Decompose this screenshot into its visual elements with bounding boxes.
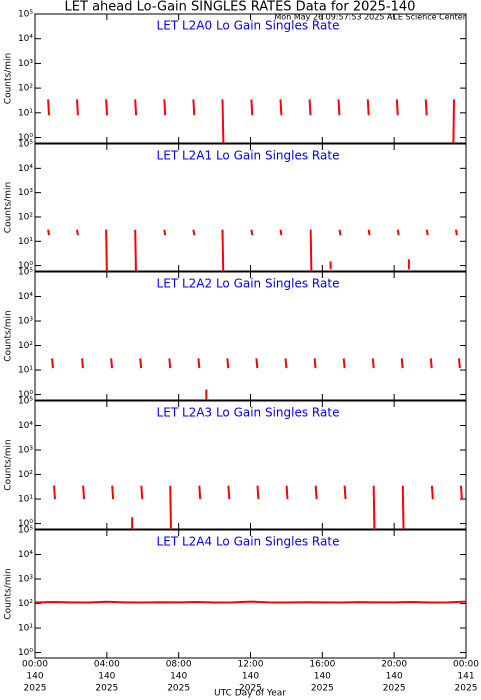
panel-title: LET L2A1 Lo Gain Singles Rate bbox=[157, 149, 340, 163]
x-tick-label: 140 bbox=[98, 672, 115, 682]
y-tick-label: 10⁴ bbox=[18, 164, 33, 174]
x-tick-label: 2025 bbox=[95, 684, 118, 694]
y-axis-label: Counts/min bbox=[4, 568, 14, 619]
y-tick-label: 10⁰ bbox=[18, 390, 33, 400]
x-tick-label: 00:00 bbox=[453, 660, 479, 670]
x-tick-label: 140 bbox=[242, 672, 259, 682]
data-line bbox=[53, 485, 463, 530]
y-tick-label: 10⁵ bbox=[18, 397, 33, 407]
y-tick-label: 10⁵ bbox=[18, 140, 33, 150]
panel-frame bbox=[34, 400, 467, 530]
y-tick-label: 10⁰ bbox=[18, 133, 33, 143]
panel-title: LET L2A0 Lo Gain Singles Rate bbox=[157, 19, 340, 33]
x-tick-label: 140 bbox=[314, 672, 331, 682]
x-tick-label: 140 bbox=[170, 672, 187, 682]
y-tick-label: 10³ bbox=[18, 59, 33, 69]
y-tick-label: 10¹ bbox=[18, 366, 33, 376]
y-tick-label: 10³ bbox=[18, 575, 33, 585]
y-axis-label: Counts/min bbox=[4, 439, 14, 490]
data-line bbox=[47, 229, 458, 272]
x-tick-label: 12:00 bbox=[238, 660, 264, 670]
y-axis-label: Counts/min bbox=[4, 182, 14, 233]
x-tick-label: 140 bbox=[386, 672, 403, 682]
y-tick-label: 10³ bbox=[18, 188, 33, 198]
x-tick-label: 2025 bbox=[455, 684, 478, 694]
y-axis-label: Counts/min bbox=[4, 310, 14, 361]
x-axis-label: UTC Day of Year bbox=[214, 689, 286, 699]
x-tick-label: 141 bbox=[457, 672, 474, 682]
data-line bbox=[51, 358, 461, 400]
panel-frame bbox=[34, 13, 467, 144]
x-tick-label: 00:00 bbox=[22, 660, 48, 670]
x-tick-label: 2025 bbox=[383, 684, 406, 694]
data-line bbox=[47, 99, 455, 144]
y-tick-label: 10⁵ bbox=[18, 526, 33, 536]
x-tick-label: 04:00 bbox=[94, 660, 120, 670]
data-line bbox=[34, 600, 467, 604]
panel-title: LET L2A3 Lo Gain Singles Rate bbox=[157, 406, 340, 420]
y-tick-label: 10² bbox=[18, 84, 33, 94]
x-tick-label: 08:00 bbox=[166, 660, 192, 670]
y-tick-label: 10⁰ bbox=[18, 648, 33, 658]
y-tick-label: 10⁰ bbox=[18, 519, 33, 529]
y-tick-label: 10⁴ bbox=[18, 292, 33, 302]
chart-title: LET ahead Lo-Gain SINGLES RATES Data for… bbox=[65, 0, 416, 15]
y-tick-label: 10³ bbox=[18, 317, 33, 327]
x-tick-label: 140 bbox=[26, 672, 43, 682]
x-tick-label: 2025 bbox=[167, 684, 190, 694]
y-tick-label: 10⁴ bbox=[18, 550, 33, 560]
y-axis-label: Counts/min bbox=[4, 53, 14, 104]
y-tick-label: 10¹ bbox=[18, 624, 33, 634]
y-tick-label: 10³ bbox=[18, 446, 33, 456]
panel-frame bbox=[34, 529, 467, 659]
panel-frame bbox=[34, 271, 467, 401]
y-tick-label: 10⁴ bbox=[18, 34, 33, 44]
timestamp: Mon May 26 09:57:53 2025 ACE Science Cen… bbox=[274, 13, 466, 22]
y-tick-label: 10⁵ bbox=[18, 268, 33, 278]
panel-title: LET L2A4 Lo Gain Singles Rate bbox=[157, 535, 340, 549]
x-tick-label: 2025 bbox=[311, 684, 334, 694]
x-tick-label: 2025 bbox=[239, 684, 262, 694]
y-tick-label: 10⁵ bbox=[18, 10, 33, 20]
x-tick-label: 2025 bbox=[24, 684, 47, 694]
y-tick-label: 10¹ bbox=[18, 495, 33, 505]
y-tick-label: 10¹ bbox=[18, 108, 33, 118]
y-tick-label: 10² bbox=[18, 212, 33, 222]
y-tick-label: 10² bbox=[18, 470, 33, 480]
panel-frame bbox=[34, 143, 467, 272]
y-tick-label: 10⁴ bbox=[18, 421, 33, 431]
y-tick-label: 10² bbox=[18, 341, 33, 351]
y-tick-label: 10⁰ bbox=[18, 261, 33, 271]
panel-title: LET L2A2 Lo Gain Singles Rate bbox=[157, 277, 340, 291]
x-tick-label: 16:00 bbox=[309, 660, 335, 670]
x-tick-label: 20:00 bbox=[381, 660, 407, 670]
y-tick-label: 10² bbox=[18, 599, 33, 609]
y-tick-label: 10¹ bbox=[18, 237, 33, 247]
